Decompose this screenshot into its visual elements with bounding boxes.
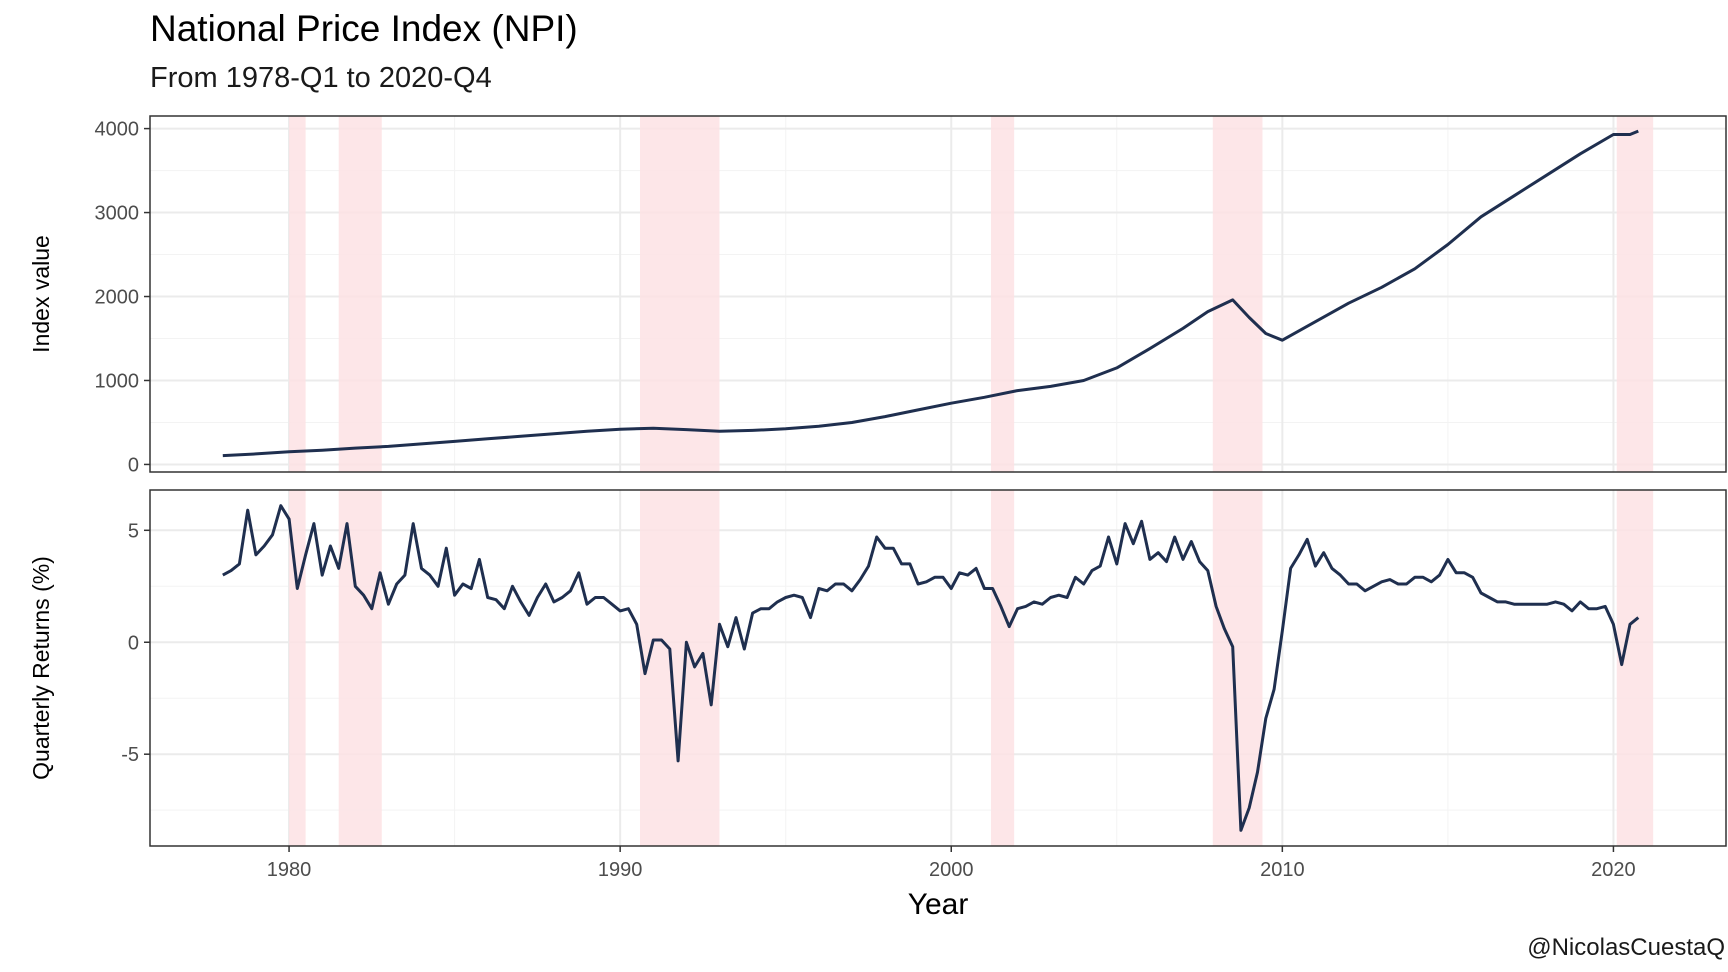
x-tick-label: 2000 (929, 859, 974, 881)
y-tick-label: -5 (121, 744, 139, 766)
y-axis-title: Quarterly Returns (%) (28, 556, 54, 780)
x-tick-label: 2020 (1591, 859, 1636, 881)
recession-band (1212, 490, 1263, 846)
series-line (222, 504, 1640, 832)
panel-2: -5 0 5 Quarterly Returns (%) (28, 489, 1727, 847)
recession-band (640, 490, 720, 846)
x-axis-title: Year (908, 888, 969, 921)
y-tick-label: 4000 (95, 119, 140, 141)
panel-border (149, 489, 1727, 847)
recession-band (1616, 490, 1654, 846)
x-tick-label: 2010 (1260, 859, 1305, 881)
recession-band (1212, 116, 1263, 472)
recession-band (990, 116, 1015, 472)
series-line (222, 129, 1639, 458)
x-tick-label: 1990 (598, 859, 643, 881)
recession-band (289, 490, 306, 846)
recession-band (990, 490, 1015, 846)
x-tick-label: 1980 (267, 859, 312, 881)
panel-background (150, 490, 1726, 846)
panel-border (149, 115, 1727, 473)
y-tick-label: 3000 (95, 203, 140, 225)
recession-band (640, 116, 720, 472)
recession-band (338, 116, 382, 472)
y-tick-label: 5 (128, 520, 139, 542)
y-tick-label: 2000 (95, 287, 140, 309)
author-caption: @NicolasCuestaQ (1527, 934, 1725, 961)
panel-1: 0 1000 2000 3000 4000 Index value (28, 115, 1727, 476)
recession-band (338, 490, 382, 846)
panel-background (150, 116, 1726, 472)
chart-title: National Price Index (NPI) (150, 8, 578, 49)
y-axis-title: Index value (28, 235, 54, 353)
recession-band (289, 116, 306, 472)
chart-subtitle: From 1978-Q1 to 2020-Q4 (150, 62, 492, 94)
y-tick-label: 0 (128, 632, 139, 654)
recession-band (1616, 116, 1654, 472)
y-tick-label: 0 (128, 454, 139, 476)
y-tick-label: 1000 (95, 370, 140, 392)
